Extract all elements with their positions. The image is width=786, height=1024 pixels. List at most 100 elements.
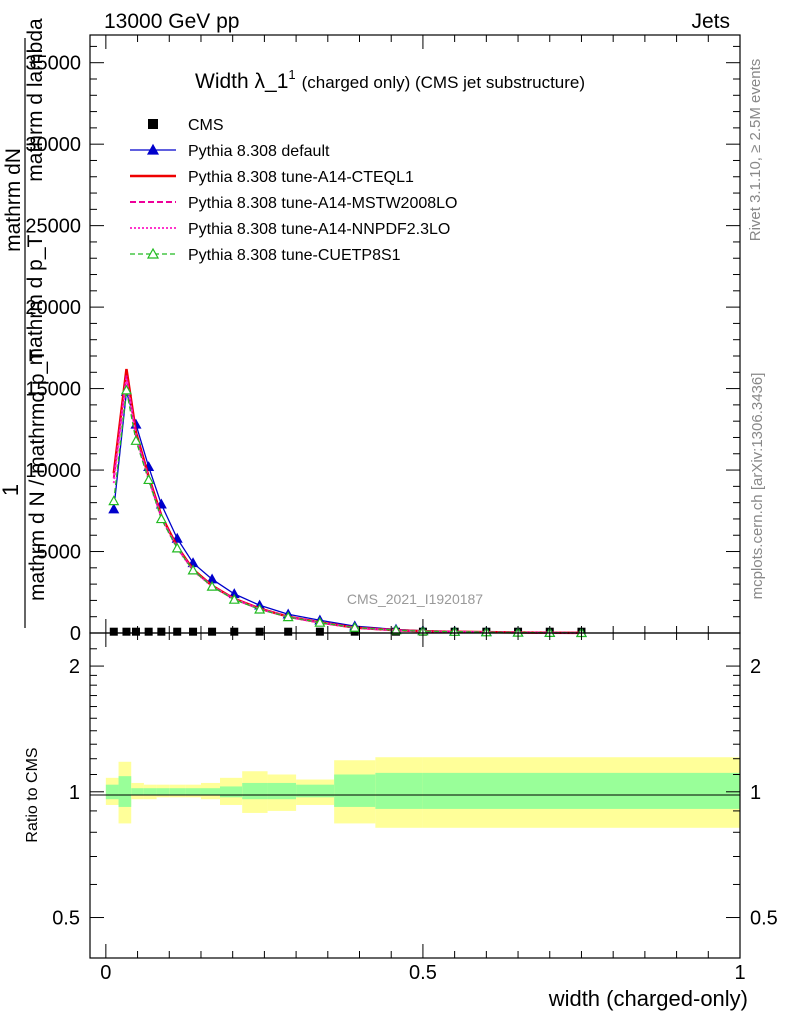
ratio-band-inner: [200, 788, 220, 796]
legend-label: Pythia 8.308 tune-A14-MSTW2008LO: [188, 195, 457, 212]
main-ytick-label: 15000: [25, 379, 81, 401]
series-pythia-8-308-tune-a14-mstw2008lo: [112, 375, 582, 634]
ratio-band-inner: [422, 772, 740, 809]
cms-data-point: [284, 627, 293, 636]
rivet-version: Rivet 3.1.10, ≥ 2.5M events: [747, 59, 764, 242]
legend-swatch: [148, 119, 158, 129]
legend-entry-pythia-8-308-tune-a14-mstw2008lo: Pythia 8.308 tune-A14-MSTW2008LO: [130, 195, 457, 212]
cms-data-point: [122, 627, 131, 636]
x-axis-label: width (charged-only): [548, 986, 748, 1011]
cms-data-point: [315, 627, 324, 636]
cms-data-point: [157, 627, 166, 636]
series-marker-pythia-8-308-tune-cuetp8s1: [390, 624, 402, 635]
ratio-xtick-label: 1: [734, 962, 745, 984]
legend-label: Pythia 8.308 tune-CUETP8S1: [188, 247, 401, 264]
series-marker-pythia-8-308-tune-cuetp8s1: [254, 603, 266, 614]
cms-data-point: [131, 627, 140, 636]
legend-entry-pythia-8-308-tune-a14-nnpdf2-3lo: Pythia 8.308 tune-A14-NNPDF2.3LO: [130, 221, 450, 238]
ratio-ylabel: Ratio to CMS: [24, 747, 41, 842]
chart-title: Width λ_11 (charged only) (CMS jet substr…: [195, 67, 585, 93]
ratio-ytick-label-right: 0.5: [750, 908, 778, 930]
ratio-band-inner: [296, 784, 335, 798]
series-marker-pythia-8-308-tune-cuetp8s1: [130, 434, 142, 445]
series-marker-pythia-8-308-tune-cuetp8s1: [282, 611, 294, 622]
series-marker-pythia-8-308-tune-cuetp8s1: [187, 564, 199, 575]
ratio-band-inner: [118, 776, 132, 807]
main-ytick-label: 10000: [25, 460, 81, 482]
ratio-xtick-label: 0.5: [409, 962, 437, 984]
legend-entry-pythia-8-308-tune-cuetp8s1: Pythia 8.308 tune-CUETP8S1: [130, 247, 401, 264]
legend-marker: [146, 247, 160, 259]
main-ylabel-denominator: mathrm d N / mathrmd p_T: [26, 349, 49, 601]
ratio-ytick-label: 0.5: [52, 908, 80, 930]
ratio-ytick-label-right: 1: [750, 782, 761, 804]
ratio-ytick-label: 1: [69, 782, 80, 804]
cms-data-point: [144, 627, 153, 636]
series-marker-pythia-8-308-tune-cuetp8s1: [108, 495, 120, 506]
analysis-watermark: CMS_2021_I1920187: [347, 591, 483, 607]
legend-label: Pythia 8.308 tune-A14-CTEQL1: [188, 169, 414, 186]
ratio-band-inner: [105, 784, 119, 800]
main-ytick-label: 5000: [37, 542, 82, 564]
main-ytick-label: 30000: [25, 134, 81, 156]
ratio-band-inner: [185, 788, 201, 796]
series-marker-pythia-8-308-tune-cuetp8s1: [314, 616, 326, 627]
header-process: 13000 GeV pp: [104, 10, 239, 33]
series-marker-pythia-8-308-tune-cuetp8s1: [155, 513, 167, 524]
legend: CMS Pythia 8.308 default Pythia 8.308 tune…: [130, 117, 457, 264]
cms-data-point: [109, 627, 118, 636]
header-jets: Jets: [691, 10, 730, 33]
series-marker-pythia-8-308-tune-cuetp8s1: [206, 580, 218, 591]
main-axis-ticks: 0 5000 10000 15000 20000 25000 30000 35000: [25, 35, 741, 645]
main-ytick-label: 0: [70, 623, 81, 645]
ratio-band-inner: [143, 788, 157, 796]
ratio-bands: [105, 757, 740, 828]
series-marker-pythia-8-308-default: [108, 503, 120, 514]
ratio-plot-frame: [89, 632, 741, 959]
series-marker-pythia-8-308-tune-cuetp8s1: [171, 542, 183, 553]
cms-data-point: [173, 627, 182, 636]
cms-data-point: [230, 627, 239, 636]
cms-data-point: [208, 627, 217, 636]
series-marker-pythia-8-308-tune-cuetp8s1: [143, 474, 155, 485]
legend-label: Pythia 8.308 tune-A14-NNPDF2.3LO: [188, 221, 450, 238]
main-ylabel-one: 1: [0, 484, 23, 496]
chart-title-suffix: (charged only) (CMS jet substructure): [302, 73, 585, 92]
main-ylabel-inner-top: mathrm d lambda: [24, 18, 47, 182]
legend-entry-cms: CMS: [148, 117, 224, 134]
chart-title-sup: 1: [288, 67, 295, 82]
cms-data-point: [189, 627, 198, 636]
ratio-axis-ticks: 0.5 0.5 1 1 2 2 0 0.5 1: [52, 633, 778, 984]
ratio-band-inner: [156, 788, 170, 796]
legend-label: CMS: [188, 117, 224, 134]
legend-entry-pythia-8-308-default: Pythia 8.308 default: [130, 143, 330, 160]
series-marker-pythia-8-308-tune-cuetp8s1: [120, 384, 132, 395]
series-line-pythia-8-308-tune-a14-mstw2008lo: [112, 375, 582, 634]
ratio-band-inner: [220, 786, 243, 798]
main-ytick-label: 20000: [25, 297, 81, 319]
series-marker-pythia-8-308-tune-cuetp8s1: [349, 621, 361, 632]
ratio-band-inner: [375, 772, 423, 809]
main-ylabel: 1 mathrm d N / mathrmd p_T mathrm dN mat…: [0, 18, 49, 628]
ratio-xtick-label: 0: [100, 962, 111, 984]
main-ylabel-numerator: mathrm dN: [2, 148, 25, 252]
main-plot: 0 5000 10000 15000 20000 25000 30000 35000: [25, 34, 741, 645]
ratio-plot: 0.5 0.5 1 1 2 2 0 0.5 1: [52, 632, 778, 984]
main-ytick-label: 25000: [25, 216, 81, 238]
ratio-band-inner: [169, 788, 186, 796]
main-ylabel-inner-bottom: mathrm d p_T: [24, 234, 47, 365]
ratio-ytick-label-right: 2: [750, 656, 761, 678]
main-ytick-label: 35000: [25, 53, 81, 75]
ratio-band-inner: [267, 782, 297, 800]
legend-label: Pythia 8.308 default: [188, 143, 330, 160]
chart-title-main: Width λ_1: [195, 70, 288, 93]
ratio-ytick-label: 2: [69, 656, 80, 678]
legend-marker: [146, 143, 160, 155]
mcplots-reference: mcplots.cern.ch [arXiv:1306.3436]: [749, 373, 766, 600]
ratio-band-inner: [131, 788, 144, 796]
series-marker-pythia-8-308-tune-cuetp8s1: [228, 593, 240, 604]
ratio-band-inner: [334, 774, 376, 807]
legend-entry-pythia-8-308-tune-a14-cteql1: Pythia 8.308 tune-A14-CTEQL1: [130, 169, 414, 186]
series-line-pythia-8-308-tune-cuetp8s1: [113, 390, 582, 634]
